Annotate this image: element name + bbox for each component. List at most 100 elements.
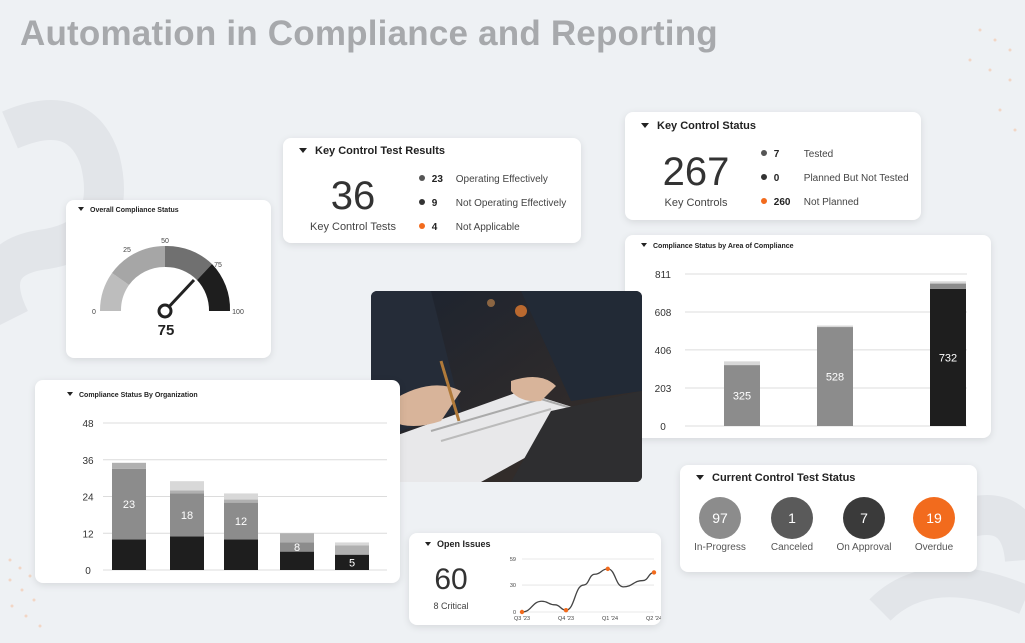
bar-segment [224, 499, 258, 503]
chevron-down-icon [696, 474, 704, 480]
bar-segment [724, 361, 760, 366]
card-title[interactable]: Open Issues [425, 539, 491, 549]
data-label: 528 [826, 372, 844, 384]
bar-segment [112, 468, 146, 540]
bar-segment [224, 539, 258, 570]
card-title[interactable]: Current Control Test Status [696, 472, 855, 484]
legend-count: 4 [431, 222, 438, 233]
bar-segment [335, 554, 369, 570]
legend-count: 260 [773, 197, 791, 208]
legend-item: 7 Tested [761, 149, 833, 160]
page-title: Automation in Compliance and Reporting [20, 14, 718, 53]
status-circle[interactable]: 97 [699, 497, 741, 539]
chevron-down-icon [299, 147, 307, 153]
data-point [519, 609, 525, 615]
key-control-test-results-card: Key Control Test Results 36 Key Control … [283, 138, 581, 243]
status-dot-icon [419, 223, 425, 230]
legend-label: Not Planned [803, 197, 859, 208]
card-title[interactable]: Compliance Status by Area of Compliance [641, 243, 794, 250]
status-dot-icon [419, 199, 425, 206]
bar-segment [170, 536, 204, 570]
open-issues-card: Open Issues 60 8 Critical 0 30 59 Q3 '23 Q4 … [409, 533, 661, 625]
bar-segment [112, 462, 146, 469]
total-count: 60 [434, 563, 468, 596]
gauge-tick: 50 [161, 238, 169, 245]
legend-item: 9 Not Operating Effectively [419, 198, 566, 209]
bar-segment [280, 542, 314, 552]
data-label: 8 [294, 542, 300, 554]
y-tick-label: 48 [82, 419, 94, 430]
key-control-status-card: Key Control Status 267 Key Controls 7 Tes… [625, 112, 921, 220]
legend-label: Operating Effectively [455, 174, 548, 185]
status-label: Overdue [914, 542, 954, 553]
organization-compliance-card: Compliance Status By Organization 0 12 24 3… [35, 380, 400, 583]
gauge-tick: 100 [232, 309, 244, 316]
y-tick-label: 0 [513, 610, 516, 616]
status-dot-icon [419, 175, 425, 182]
data-point [563, 608, 569, 613]
status-circle[interactable]: 7 [843, 497, 885, 539]
data-label: 12 [235, 516, 247, 528]
bar [724, 365, 760, 426]
card-title[interactable]: Compliance Status By Organization [67, 392, 198, 399]
series-line [521, 568, 655, 613]
data-label: 732 [939, 352, 957, 364]
legend-label: Not Operating Effectively [455, 198, 567, 209]
card-title[interactable]: Overall Compliance Status [78, 207, 179, 214]
x-tick-label: Q2 '24 [646, 616, 661, 622]
legend-count: 23 [431, 174, 443, 185]
x-tick-label: Q1 '24 [602, 616, 618, 622]
status-dot-icon [761, 174, 767, 181]
bar [817, 327, 853, 426]
status-circle[interactable]: 1 [771, 497, 813, 539]
bar-segment [280, 533, 314, 543]
card-title[interactable]: Key Control Test Results [299, 145, 445, 157]
bar-segment [280, 551, 314, 570]
status-dot-icon [761, 150, 767, 157]
legend-label: Planned But Not Tested [803, 173, 909, 184]
open-issues-line-chart: 0 30 59 Q3 '23 Q4 '23 Q1 '24 Q2 '24 [510, 557, 661, 622]
bar-segment [224, 502, 258, 540]
bar-segment [170, 493, 204, 537]
legend-count: 0 [773, 173, 780, 184]
card-title[interactable]: Key Control Status [641, 120, 756, 132]
bar-segment [170, 481, 204, 491]
chevron-down-icon [641, 122, 649, 128]
bar-segment [930, 283, 966, 289]
current-test-status-card: Current Control Test Status 97 In-Progres… [680, 465, 977, 572]
status-label: In-Progress [694, 542, 746, 553]
total-label: Key Control Tests [309, 221, 396, 233]
y-tick-label: 0 [660, 422, 666, 433]
y-tick-label: 203 [655, 384, 672, 395]
data-label: 325 [733, 391, 751, 403]
chevron-down-icon [78, 207, 84, 212]
legend-item: 260 Not Planned [761, 197, 859, 208]
x-tick-label: Q4 '23 [558, 616, 574, 622]
legend-item: 0 Planned But Not Tested [761, 173, 909, 184]
x-tick-label: Q3 '23 [514, 616, 530, 622]
gauge-tick: 0 [92, 309, 96, 316]
legend-item: 23 Operating Effectively [419, 174, 548, 185]
chevron-down-icon [425, 541, 431, 546]
bar-segment [817, 325, 853, 328]
gauge-chart: 0 25 50 75 100 75 [92, 238, 244, 339]
status-circle[interactable]: 19 [913, 497, 955, 539]
bar-segment [335, 542, 369, 546]
legend-item: 4 Not Applicable [419, 222, 520, 233]
gauge-value: 75 [158, 322, 175, 339]
area-compliance-card: Compliance Status by Area of Compliance … [625, 235, 991, 438]
data-label: 18 [181, 510, 193, 522]
y-tick-label: 59 [510, 557, 516, 563]
overall-compliance-card: Overall Compliance Status 0 25 50 75 100… [66, 200, 271, 358]
data-point [605, 566, 610, 572]
y-tick-label: 12 [82, 529, 94, 540]
y-tick-label: 36 [82, 456, 94, 467]
bar-segment [335, 545, 369, 555]
bar [930, 288, 966, 426]
critical-count: 8 Critical [433, 601, 469, 611]
chevron-down-icon [67, 392, 73, 397]
chevron-down-icon [641, 243, 647, 248]
legend-count: 9 [431, 198, 438, 209]
y-tick-label: 406 [655, 346, 672, 357]
legend-count: 7 [773, 149, 780, 160]
